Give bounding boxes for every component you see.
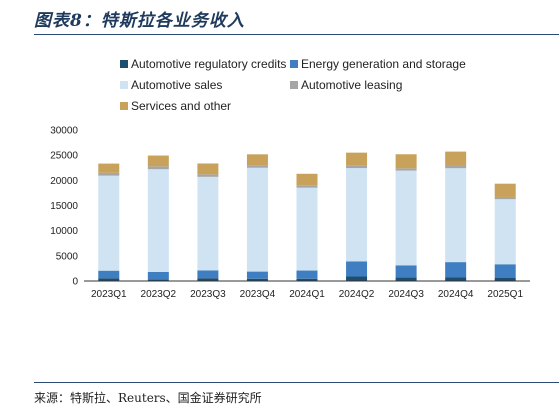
x-tick-label: 2023Q3	[190, 289, 226, 300]
bar-automotive-leasing-2023q4	[246, 165, 268, 168]
bar-automotive-sales-2023q2	[147, 169, 169, 272]
bar-services-and-other-2023q1	[98, 163, 120, 173]
bar-automotive-sales-2023q4	[246, 167, 268, 272]
legend-label-automotive-regulatory-credits: Automotive regulatory credits	[131, 57, 286, 71]
bar-energy-generation-and-storage-2023q4	[246, 271, 268, 279]
legend-swatch-automotive-sales	[120, 81, 128, 89]
bar-energy-generation-and-storage-2023q3	[197, 270, 219, 279]
y-axis: 0 5000 10000 15000 20000 25000 30000	[50, 126, 78, 288]
x-tick-label: 2024Q1	[289, 289, 325, 300]
bar-energy-generation-and-storage-2024q2	[346, 261, 368, 277]
y-tick-label: 5000	[56, 251, 79, 262]
footer-divider	[34, 382, 559, 383]
bar-automotive-leasing-2024q4	[445, 165, 467, 169]
title-divider	[34, 34, 559, 35]
bar-services-and-other-2024q3	[395, 154, 417, 169]
bar-automotive-regulatory-credits-2025q1	[494, 278, 516, 281]
bar-automotive-regulatory-credits-2023q2	[147, 279, 169, 281]
figure-title: 图表8：特斯拉各业务收入	[34, 11, 245, 31]
y-tick-label: 30000	[50, 126, 78, 137]
bar-automotive-regulatory-credits-2023q4	[246, 278, 268, 281]
bar-services-and-other-2023q2	[147, 155, 169, 167]
y-tick-label: 25000	[50, 151, 78, 162]
x-tick-label: 2024Q2	[339, 289, 375, 300]
bar-automotive-leasing-2025q1	[494, 196, 516, 200]
legend-label-automotive-leasing: Automotive leasing	[301, 78, 402, 92]
bar-automotive-leasing-2023q2	[147, 166, 169, 170]
legend-swatch-services-and-other	[120, 102, 128, 110]
bar-automotive-regulatory-credits-2023q1	[98, 278, 120, 281]
bar-automotive-leasing-2024q2	[346, 165, 368, 169]
x-tick-label: 2023Q4	[240, 289, 276, 300]
legend-swatch-automotive-regulatory-credits	[120, 60, 128, 68]
legend: Automotive regulatory credits Energy gene…	[120, 57, 466, 113]
bar-energy-generation-and-storage-2024q3	[395, 265, 417, 278]
legend-swatch-automotive-leasing	[290, 81, 298, 89]
bar-automotive-regulatory-credits-2023q3	[197, 278, 219, 281]
bar-energy-generation-and-storage-2023q2	[147, 271, 169, 280]
x-tick-label: 2023Q1	[91, 289, 127, 300]
bar-automotive-regulatory-credits-2024q1	[296, 278, 318, 281]
x-axis: 2023Q1 2023Q2 2023Q3 2023Q4 2024Q1 2024Q2 2024…	[84, 280, 530, 300]
bar-services-and-other-2024q1	[296, 173, 318, 186]
bar-energy-generation-and-storage-2023q1	[98, 270, 120, 279]
bar-automotive-leasing-2024q3	[395, 168, 417, 171]
legend-swatch-energy-generation-and-storage	[290, 60, 298, 68]
bar-energy-generation-and-storage-2024q1	[296, 270, 318, 279]
y-tick-label: 0	[72, 277, 78, 288]
bar-automotive-sales-2024q4	[445, 168, 467, 263]
x-tick-label: 2024Q4	[438, 289, 474, 300]
bar-services-and-other-2024q4	[445, 151, 467, 166]
bar-energy-generation-and-storage-2025q1	[494, 264, 516, 279]
legend-label-services-and-other: Services and other	[131, 99, 231, 113]
bars	[98, 151, 516, 281]
legend-label-automotive-sales: Automotive sales	[131, 78, 222, 92]
bar-automotive-regulatory-credits-2024q4	[445, 277, 467, 281]
bar-services-and-other-2025q1	[494, 183, 516, 197]
stacked-bar-chart: Automotive regulatory credits Energy gene…	[50, 57, 530, 300]
source-note: 来源：特斯拉、Reuters、国金证券研究所	[34, 391, 262, 405]
bar-automotive-regulatory-credits-2024q3	[395, 277, 417, 281]
bar-automotive-leasing-2024q1	[296, 185, 318, 188]
legend-label-energy-generation-and-storage: Energy generation and storage	[301, 57, 466, 71]
bar-automotive-sales-2024q2	[346, 168, 368, 262]
bar-services-and-other-2023q3	[197, 163, 219, 175]
bar-energy-generation-and-storage-2024q4	[445, 262, 467, 278]
bar-automotive-sales-2023q3	[197, 176, 219, 271]
bar-automotive-sales-2023q1	[98, 175, 120, 271]
bar-automotive-sales-2024q3	[395, 170, 417, 266]
bar-automotive-leasing-2023q3	[197, 174, 219, 177]
x-tick-label: 2024Q3	[388, 289, 424, 300]
y-tick-label: 20000	[50, 176, 78, 187]
x-tick-label: 2025Q1	[487, 289, 523, 300]
bar-services-and-other-2024q2	[346, 152, 368, 166]
bar-automotive-regulatory-credits-2024q2	[346, 276, 368, 281]
bar-automotive-sales-2025q1	[494, 199, 516, 265]
y-tick-label: 15000	[50, 201, 78, 212]
bar-automotive-sales-2024q1	[296, 187, 318, 271]
bar-services-and-other-2023q4	[246, 154, 268, 166]
x-tick-label: 2023Q2	[141, 289, 177, 300]
bar-automotive-leasing-2023q1	[98, 172, 120, 176]
y-tick-label: 10000	[50, 226, 78, 237]
